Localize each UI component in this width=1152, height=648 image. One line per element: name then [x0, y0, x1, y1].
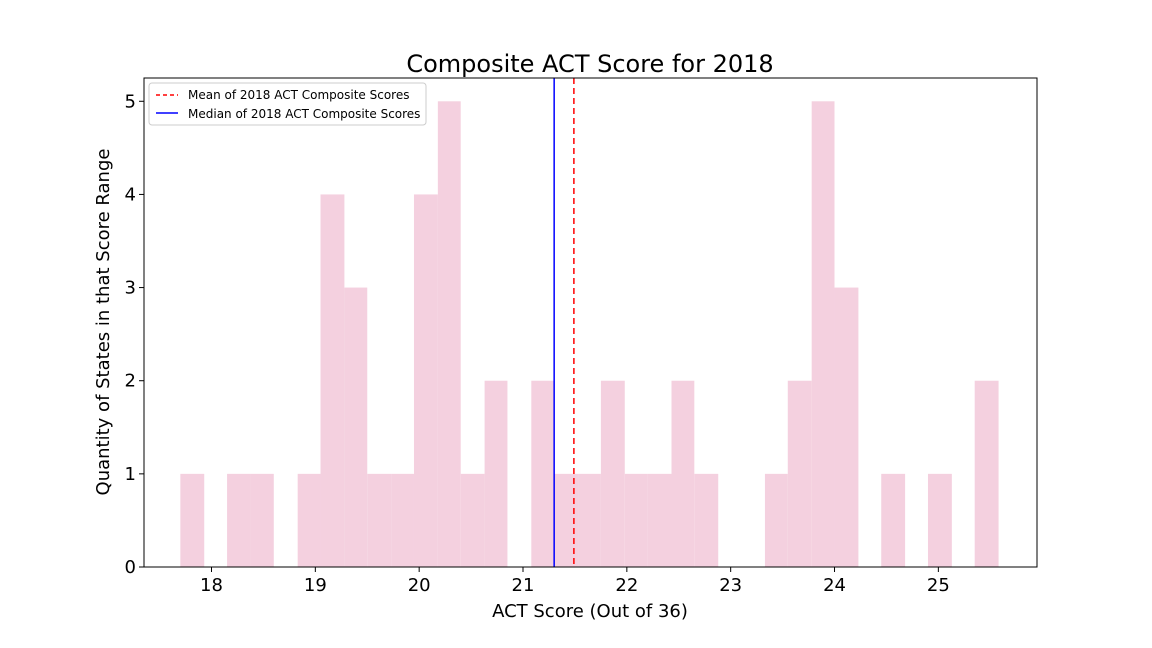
x-tick-label: 22	[615, 575, 638, 596]
y-tick-label: 1	[125, 464, 136, 485]
histogram-bar	[881, 473, 906, 567]
x-tick-label: 25	[927, 575, 950, 596]
histogram-bar	[927, 473, 952, 567]
histogram-bar	[391, 473, 414, 567]
y-tick-label: 5	[125, 91, 136, 112]
histogram-bar	[647, 473, 672, 567]
x-tick-label: 24	[823, 575, 846, 596]
bars-group	[180, 101, 999, 567]
histogram-bar	[484, 380, 508, 567]
histogram-bar	[367, 473, 392, 567]
histogram-bar	[344, 287, 368, 567]
x-tick-label: 23	[719, 575, 742, 596]
histogram-bar	[671, 380, 695, 567]
y-tick-label: 4	[125, 184, 136, 205]
y-tick-label: 2	[125, 371, 136, 392]
histogram-bar	[787, 380, 812, 567]
legend-mean-label: Mean of 2018 ACT Composite Scores	[188, 88, 409, 102]
chart-title: Composite ACT Score for 2018	[406, 50, 773, 78]
histogram-bar	[320, 194, 345, 567]
histogram-bar	[811, 101, 835, 567]
y-axis: 0 1 2 3 4 5	[125, 91, 144, 578]
histogram-bar	[531, 380, 555, 567]
y-axis-label: Quantity of States in that Score Range	[93, 149, 114, 496]
y-tick-label: 0	[125, 557, 136, 578]
histogram-bar	[764, 473, 788, 567]
histogram-bar	[250, 473, 274, 567]
x-axis-label: ACT Score (Out of 36)	[492, 601, 688, 622]
histogram-bar	[180, 473, 205, 567]
histogram-bar	[297, 473, 321, 567]
y-tick-label: 3	[125, 278, 136, 299]
x-tick-label: 19	[304, 575, 327, 596]
plot-area-frame	[143, 77, 1038, 568]
reference-lines-group	[553, 78, 575, 567]
histogram-bar	[624, 473, 648, 567]
histogram-bar	[600, 380, 625, 567]
legend: Mean of 2018 ACT Composite Scores Median…	[148, 82, 427, 126]
histogram-bar	[974, 380, 999, 567]
x-tick-label: 18	[200, 575, 223, 596]
legend-median-label: Median of 2018 ACT Composite Scores	[188, 107, 420, 121]
histogram-bar	[227, 473, 251, 567]
histogram-bar	[578, 473, 601, 567]
x-axis: 18 19 20 21 22 23 24 25	[200, 567, 950, 596]
histogram-bar	[554, 473, 579, 567]
histogram-bar	[460, 473, 485, 567]
legend-box	[148, 82, 427, 126]
histogram-bar	[694, 473, 719, 567]
x-tick-label: 20	[408, 575, 431, 596]
histogram-bar	[437, 101, 461, 567]
histogram-bar	[413, 194, 438, 567]
x-tick-label: 21	[512, 575, 535, 596]
histogram-bar	[834, 287, 859, 567]
